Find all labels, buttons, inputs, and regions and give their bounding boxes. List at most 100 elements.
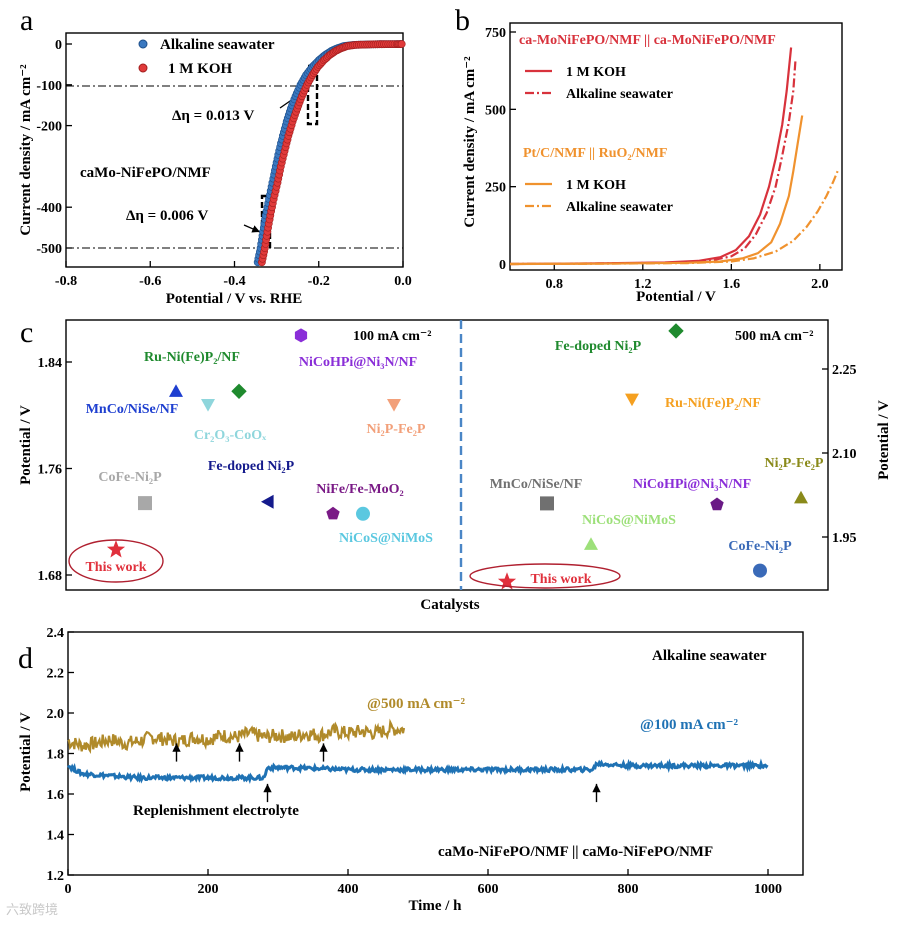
d-ytick-label: 2.0 [47, 707, 65, 722]
c-right-marker [584, 537, 598, 550]
panel-b-series [509, 47, 839, 266]
a-ylabel: Current density / mA cm⁻² [18, 64, 34, 236]
a-annotation-delta1: Δη = 0.013 V [172, 108, 254, 124]
watermark: 六致跨境 [6, 903, 59, 918]
c-right-label: Ni₂P-Fe₂P [765, 456, 824, 471]
c-right-label: NiCoHPi@Ni₃N/NF [633, 477, 751, 492]
c-left-label: Cr₂O₃-CoOₓ [194, 428, 267, 443]
a-ytick-label: -100 [36, 79, 62, 94]
c-right-label: This work [530, 572, 591, 587]
c-left-marker [231, 383, 247, 399]
b-xtick-label: 2.0 [811, 277, 829, 292]
d-series-label-500: @500 mA cm⁻² [367, 696, 466, 712]
b-legend-label-1: 1 M KOH [566, 65, 626, 80]
c-this-work-ellipse-left [68, 539, 164, 583]
c-right-label: Fe-doped Ni₂P [555, 339, 642, 354]
panel-a-series [253, 40, 406, 267]
b-ytick-label: 0 [499, 258, 506, 273]
c-left-marker [169, 384, 183, 397]
b-ytick-label: 250 [485, 181, 506, 196]
a-point-koh [397, 40, 406, 48]
b-xlabel: Potential / V [636, 289, 716, 305]
d-ytick-label: 2.4 [47, 626, 65, 641]
c-left-marker [201, 399, 215, 412]
b-ytick-label: 500 [485, 103, 506, 118]
a-legend-label-koh: 1 M KOH [168, 61, 232, 77]
c-left-marker [138, 496, 152, 511]
d-xtick-label: 400 [338, 882, 359, 897]
d-ytick-label: 1.8 [47, 748, 65, 763]
panel-b-ticks: 0.8 1.2 1.6 2.0 0 250 500 750 [485, 26, 829, 292]
a-ytick-label: -500 [36, 242, 62, 257]
c-right-title: 500 mA cm⁻² [735, 329, 813, 344]
c-ytick-label-right: 1.95 [832, 531, 857, 546]
d-series-label-100: @100 mA cm⁻² [640, 717, 739, 733]
c-left-label: Ni₂P-Fe₂P [367, 422, 426, 437]
panel-a-frame [65, 32, 404, 268]
a-ytick-label: -400 [36, 201, 62, 216]
a-ytick-label: -200 [36, 120, 62, 135]
c-ylabel-left: Potential / V [18, 405, 34, 485]
panel-label-c: c [20, 316, 33, 349]
c-left-label: NiCoHPi@Ni₃N/NF [299, 355, 417, 370]
b-legend-title-1: ca-MoNiFePO/NMF || ca-MoNiFePO/NMF [519, 33, 776, 48]
c-left-label: Ru-Ni(Fe)P₂/NF [144, 350, 240, 365]
c-ytick-label: 1.68 [38, 569, 63, 584]
c-left-label: CoFe-Ni₂P [98, 470, 162, 485]
a-xtick-label: -0.2 [308, 274, 330, 289]
a-xlabel: Potential / V vs. RHE [166, 291, 303, 307]
panel-c-points: This work CoFe-Ni₂P MnCo/NiSe/NF Cr₂O₃-CoOₓ… [85, 323, 824, 590]
c-right-marker [497, 572, 517, 590]
d-xtick-label: 200 [198, 882, 219, 897]
delta-arrow-bottom [243, 224, 261, 233]
a-xtick-label: -0.8 [55, 274, 77, 289]
b-legend-label-4: Alkaline seawater [566, 200, 673, 215]
c-this-work-ellipse-right [469, 563, 621, 589]
b-series-line-3 [509, 170, 839, 266]
panel-label-a: a [20, 4, 33, 37]
c-left-title: 100 mA cm⁻² [353, 329, 431, 344]
c-xlabel: Catalysts [420, 597, 479, 613]
b-legend-label-3: 1 M KOH [566, 178, 626, 193]
c-right-label: MnCo/NiSe/NF [490, 477, 583, 492]
panel-c: 1.68 1.76 1.84 1.95 2.10 2.25 This work CoFe-N… [18, 319, 892, 613]
panel-label-b: b [455, 4, 470, 37]
c-left-label: NiCoS@NiMoS [339, 531, 433, 546]
d-xlabel: Time / h [408, 898, 462, 914]
d-ylabel: Potential / V [18, 712, 34, 792]
c-ylabel-right: Potential / V [876, 400, 892, 480]
panel-c-frame [65, 319, 829, 591]
d-xtick-label: 600 [478, 882, 499, 897]
d-ytick-label: 1.4 [47, 829, 65, 844]
b-xtick-label: 1.2 [634, 277, 652, 292]
d-ytick-label: 2.2 [47, 667, 65, 682]
b-legend-label-2: Alkaline seawater [566, 87, 673, 102]
c-left-label: NiFe/Fe-MoO₂ [316, 482, 403, 497]
c-right-label: NiCoS@NiMoS [582, 513, 676, 528]
a-annotation-delta2: Δη = 0.006 V [126, 208, 208, 224]
c-ytick-label-right: 2.25 [832, 363, 857, 378]
c-right-marker [625, 393, 639, 407]
c-ytick-label: 1.76 [38, 463, 63, 478]
b-legend-title-2: Pt/C/NMF || RuO₂/NMF [523, 146, 667, 161]
c-left-marker [106, 540, 126, 558]
c-left-marker [326, 506, 340, 520]
d-xtick-label: 0 [65, 882, 72, 897]
panel-a: -0.8 -0.6 -0.4 -0.2 0.0 0 -100 -200 -400 -500 Δη … [18, 32, 412, 307]
c-left-marker [261, 494, 274, 509]
panel-label-d: d [18, 642, 33, 675]
c-left-label: MnCo/NiSe/NF [86, 402, 179, 417]
c-left-marker [294, 328, 308, 343]
d-ytick-label: 1.6 [47, 788, 65, 803]
b-ytick-label: 750 [485, 26, 506, 41]
b-ylabel: Current density / mA cm⁻² [462, 56, 478, 228]
a-sample-label: caMo-NiFePO/NMF [80, 165, 211, 181]
c-left-label: This work [85, 560, 146, 575]
d-subtitle: caMo-NiFePO/NMF || caMo-NiFePO/NMF [438, 844, 713, 860]
panel-d-ticks: 0 200 400 600 800 1000 1.2 1.4 1.6 1.8 2.0 2.2 2.4 [47, 626, 783, 897]
c-ytick-label: 1.84 [38, 356, 63, 371]
a-xtick-label: -0.4 [223, 274, 245, 289]
a-ytick-label: 0 [55, 38, 62, 53]
c-right-label: CoFe-Ni₂P [728, 539, 792, 554]
